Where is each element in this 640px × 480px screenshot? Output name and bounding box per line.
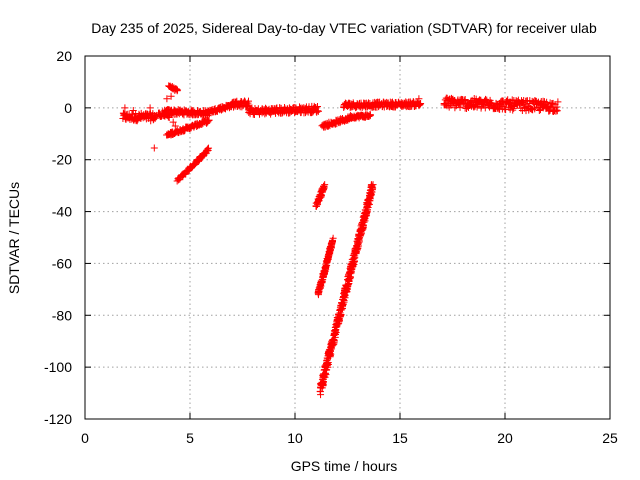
data-point: [150, 144, 158, 152]
data-point: [205, 144, 213, 152]
chart-title: Day 235 of 2025, Sidereal Day-to-day VTE…: [91, 20, 597, 36]
y-tick-label: -120: [44, 411, 72, 427]
y-tick-label: 20: [56, 48, 72, 64]
data-point: [167, 92, 175, 100]
y-axis-label: SDTVAR / TECUs: [6, 182, 22, 294]
data-point: [317, 391, 325, 399]
data-point: [330, 337, 338, 345]
x-tick-label: 0: [81, 430, 89, 446]
data-point: [368, 184, 376, 192]
x-tick-labels: 0 5 10 15 20 25: [81, 430, 618, 446]
data-point: [146, 104, 154, 112]
data-point: [245, 97, 253, 105]
data-point: [312, 202, 320, 210]
data-point: [121, 104, 129, 112]
x-tick-label: 10: [287, 430, 303, 446]
data-point: [174, 86, 182, 94]
data-point: [129, 106, 137, 114]
data-point: [159, 108, 167, 116]
data-point: [369, 181, 377, 189]
data-point: [205, 116, 213, 124]
y-tick-labels: -120 -100 -80 -60 -40 -20 0 20: [44, 48, 72, 427]
x-axis-label: GPS time / hours: [291, 458, 398, 474]
data-point: [324, 359, 332, 367]
plot-frame: [84, 55, 611, 420]
data-point: [535, 107, 543, 115]
data-point: [313, 108, 321, 116]
y-tick-label: -80: [52, 307, 72, 323]
data-point: [366, 112, 374, 120]
y-tick-label: -60: [52, 255, 72, 271]
data-point: [415, 95, 423, 103]
data-point: [320, 182, 328, 190]
data-point: [328, 237, 336, 245]
x-tick-label: 5: [186, 430, 194, 446]
y-tick-label: -100: [44, 359, 72, 375]
data-point: [417, 100, 425, 108]
y-tick-label: -40: [52, 204, 72, 220]
x-tick-label: 25: [602, 430, 618, 446]
data-point: [173, 85, 181, 93]
data-point: [456, 100, 464, 108]
data-point: [531, 105, 539, 113]
data-point: [169, 118, 177, 126]
data-point: [552, 106, 560, 114]
data-point: [314, 107, 322, 115]
data-point: [553, 107, 561, 115]
data-points-layer: [119, 82, 562, 399]
tick-marks-layer: [84, 55, 611, 420]
y-tick-label: -20: [52, 152, 72, 168]
data-point: [461, 96, 469, 104]
data-point: [163, 95, 171, 103]
data-point: [321, 181, 329, 189]
y-tick-label: 0: [64, 100, 72, 116]
data-point: [314, 107, 322, 115]
x-tick-label: 20: [497, 430, 513, 446]
data-point: [554, 98, 562, 106]
data-point: [360, 218, 368, 226]
data-point: [171, 122, 179, 130]
x-tick-label: 15: [392, 430, 408, 446]
data-point: [327, 350, 335, 358]
data-point: [329, 234, 337, 242]
data-point: [510, 104, 518, 112]
data-point: [365, 112, 373, 120]
data-point: [204, 118, 212, 126]
